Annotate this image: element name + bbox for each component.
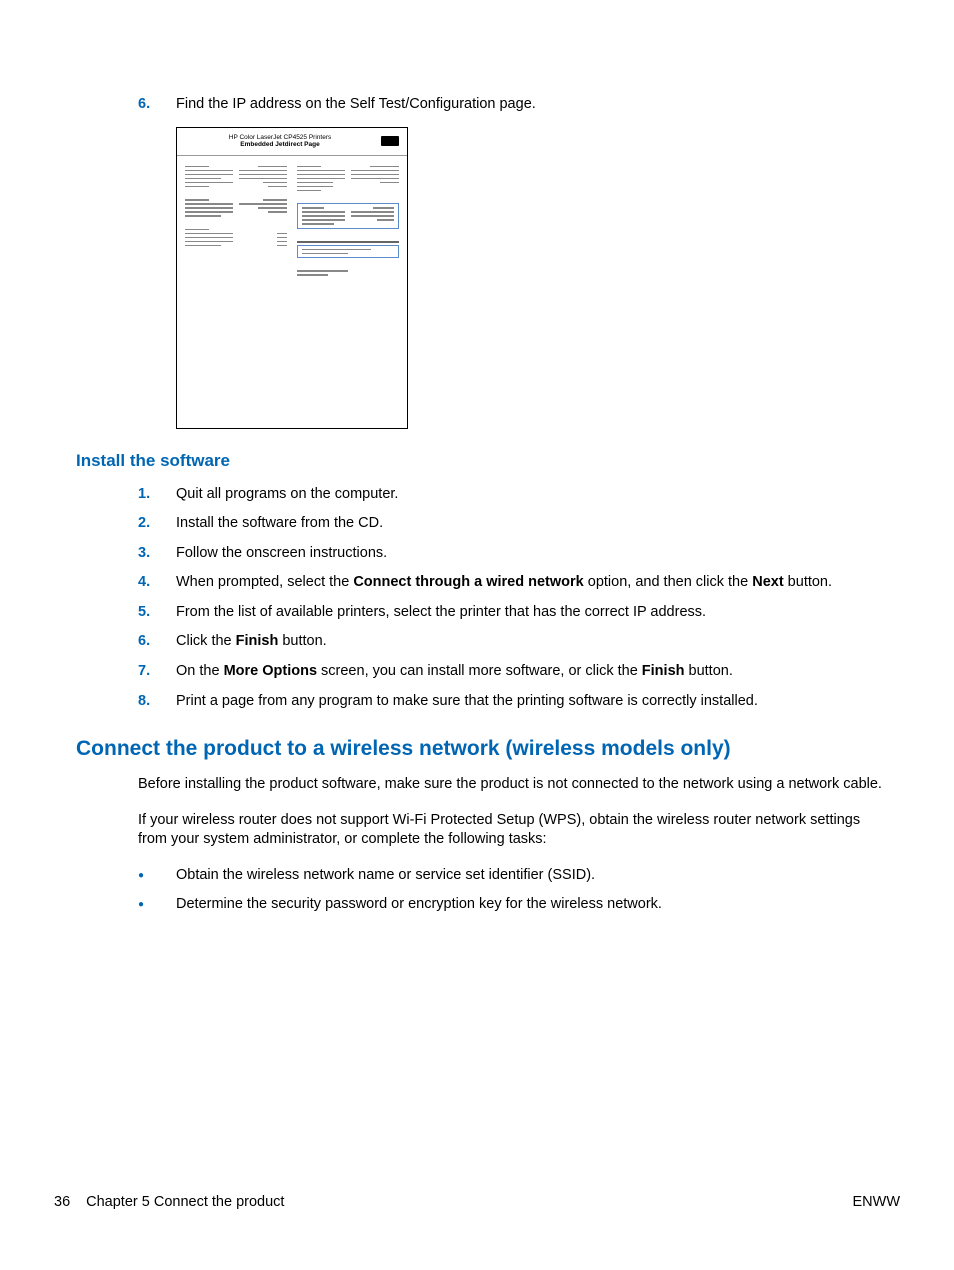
heading-connect-wireless: Connect the product to a wireless networ… <box>76 737 900 761</box>
list-item: 1. Quit all programs on the computer. <box>76 485 900 505</box>
list-number: 6. <box>76 632 176 652</box>
list-text: Follow the onscreen instructions. <box>176 544 900 564</box>
list-text: Click the Finish button. <box>176 632 900 652</box>
list-text: Quit all programs on the computer. <box>176 485 900 505</box>
list-item: 8. Print a page from any program to make… <box>76 692 900 712</box>
bullet-text: Determine the security password or encry… <box>176 895 900 915</box>
bullet-icon: ● <box>138 866 176 886</box>
figure-highlighted-box <box>297 203 399 229</box>
list-text: Print a page from any program to make su… <box>176 692 900 712</box>
paragraph: Before installing the product software, … <box>138 775 890 795</box>
list-item: 5. From the list of available printers, … <box>76 603 900 623</box>
list-text: Find the IP address on the Self Test/Con… <box>176 95 900 115</box>
bullet-icon: ● <box>138 895 176 915</box>
page-footer: 36 Chapter 5 Connect the product ENWW <box>54 1194 900 1210</box>
figure-title-line1: HP Color LaserJet CP4525 Printers <box>185 134 375 141</box>
list-item: 3. Follow the onscreen instructions. <box>76 544 900 564</box>
chapter-label: Chapter 5 Connect the product <box>86 1194 284 1210</box>
list-number: 2. <box>76 514 176 534</box>
list-text: On the More Options screen, you can inst… <box>176 662 900 682</box>
list-number: 7. <box>76 662 176 682</box>
list-text: Install the software from the CD. <box>176 514 900 534</box>
bullet-item: ● Obtain the wireless network name or se… <box>76 866 900 886</box>
language-code: ENWW <box>852 1194 900 1210</box>
bullet-text: Obtain the wireless network name or serv… <box>176 866 900 886</box>
list-number: 8. <box>76 692 176 712</box>
page-number: 36 <box>54 1194 70 1210</box>
list-item: 7. On the More Options screen, you can i… <box>76 662 900 682</box>
hp-logo-icon <box>381 136 399 146</box>
list-number: 1. <box>76 485 176 505</box>
figure-title-line2: Embedded Jetdirect Page <box>185 141 375 148</box>
list-item: 4. When prompted, select the Connect thr… <box>76 573 900 593</box>
list-text: When prompted, select the Connect throug… <box>176 573 900 593</box>
heading-install-software: Install the software <box>76 451 900 471</box>
paragraph: If your wireless router does not support… <box>138 811 890 850</box>
list-number: 4. <box>76 573 176 593</box>
list-number: 3. <box>76 544 176 564</box>
list-number: 5. <box>76 603 176 623</box>
bullet-item: ● Determine the security password or enc… <box>76 895 900 915</box>
list-item: 6. Click the Finish button. <box>76 632 900 652</box>
list-number: 6. <box>76 95 176 115</box>
figure-body <box>177 156 407 418</box>
list-item: 2. Install the software from the CD. <box>76 514 900 534</box>
figure-header: HP Color LaserJet CP4525 Printers Embedd… <box>177 128 407 156</box>
list-item: 6. Find the IP address on the Self Test/… <box>76 95 900 115</box>
config-page-figure: HP Color LaserJet CP4525 Printers Embedd… <box>176 127 408 429</box>
list-text: From the list of available printers, sel… <box>176 603 900 623</box>
